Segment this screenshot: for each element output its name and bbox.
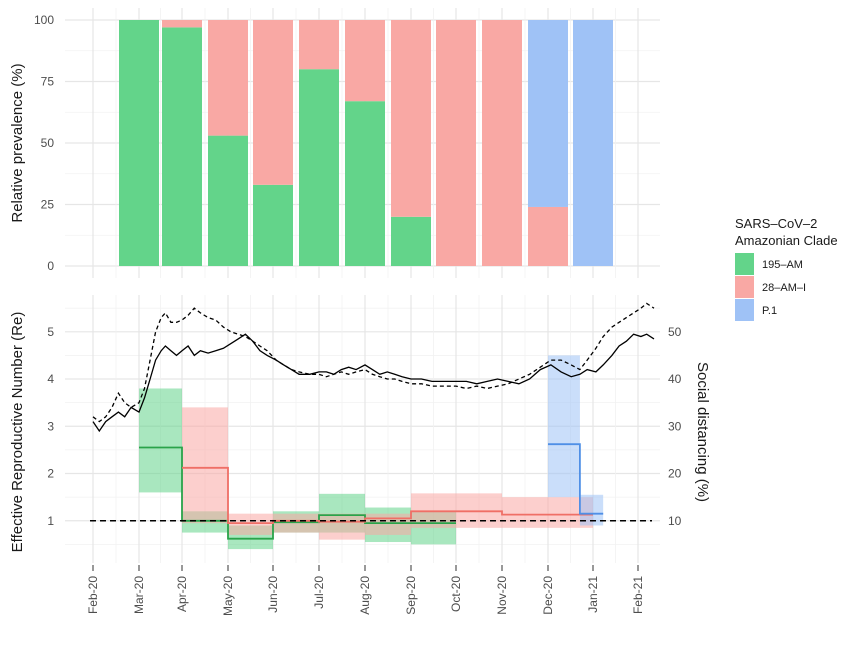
prevalence-bar-segment xyxy=(299,20,339,70)
top-y-tick-label: 100 xyxy=(34,13,54,27)
prevalence-bar-segment xyxy=(345,101,385,267)
re-band xyxy=(273,513,319,533)
bottom-y-tick-label: 1 xyxy=(47,514,54,528)
x-tick-label: Mar-20 xyxy=(132,576,146,614)
legend-title-line2: Amazonian Clade xyxy=(735,233,838,248)
bottom-y-tick-label: 2 xyxy=(47,467,54,481)
legend-title-line1: SARS–CoV–2 xyxy=(735,216,817,231)
top-panel: 0 25 50 75 100 Relative prevalence (%) xyxy=(9,8,660,278)
prevalence-bar-segment xyxy=(253,184,293,266)
prevalence-bar-segment xyxy=(162,27,202,266)
bottom-right-y-tick-label: 30 xyxy=(668,419,682,433)
bottom-y-tick-label: 4 xyxy=(47,372,54,386)
legend: SARS–CoV–2 Amazonian Clade 195–AM 28–AM–… xyxy=(735,216,838,321)
re-band xyxy=(182,407,228,524)
legend-swatch-195-am xyxy=(735,253,754,275)
top-y-tick-label: 25 xyxy=(41,198,55,212)
bottom-left-y-tick-labels: 1 2 3 4 5 xyxy=(47,325,54,528)
top-y-tick-label: 0 xyxy=(47,259,54,273)
bottom-right-y-axis-title: Social distancing (%) xyxy=(694,362,711,502)
bottom-right-y-tick-label: 10 xyxy=(668,514,682,528)
prevalence-bars xyxy=(119,20,613,267)
bottom-y-axis-title: Effective Reproductive Number (Re) xyxy=(9,312,26,553)
bottom-y-tick-label: 5 xyxy=(47,325,54,339)
re-band xyxy=(319,513,365,540)
social-distancing-solid-line xyxy=(92,333,655,433)
prevalence-bar-segment xyxy=(528,20,568,207)
prevalence-bar-segment xyxy=(253,20,293,185)
bottom-right-y-tick-label: 20 xyxy=(668,467,682,481)
re-band xyxy=(139,388,182,493)
x-tick-label: Sep-20 xyxy=(404,576,418,615)
x-tick-label: Feb-20 xyxy=(86,576,100,614)
re-band xyxy=(365,513,411,535)
prevalence-bar-segment xyxy=(162,20,202,28)
bottom-right-y-tick-labels: 10 20 30 40 50 xyxy=(668,325,682,528)
prevalence-bar-segment xyxy=(528,206,568,266)
prevalence-bar-segment xyxy=(208,20,248,136)
re-band xyxy=(228,513,273,535)
prevalence-bar-segment xyxy=(119,20,159,266)
x-tick-label: Nov-20 xyxy=(495,576,509,615)
prevalence-bar-segment xyxy=(482,20,522,266)
prevalence-bar-segment xyxy=(208,135,248,266)
prevalence-bar-segment xyxy=(299,69,339,266)
x-tick-label: Apr-20 xyxy=(175,576,189,612)
x-tick-labels: Feb-20 Mar-20 Apr-20 May-20 Jun-20 Jul-20 Aug-… xyxy=(86,565,645,616)
x-tick-label: Feb-21 xyxy=(631,576,645,614)
re-credible-bands xyxy=(139,355,604,550)
bottom-right-y-tick-label: 50 xyxy=(668,325,682,339)
re-step-line xyxy=(182,466,593,524)
x-tick-label: Jun-20 xyxy=(266,576,280,613)
top-y-tick-label: 75 xyxy=(41,75,55,89)
x-tick-label: Aug-20 xyxy=(358,576,372,615)
legend-swatch-28-am-i xyxy=(735,276,754,298)
x-tick-label: Jan-21 xyxy=(586,576,600,613)
x-tick-label: Dec-20 xyxy=(541,576,555,615)
re-band xyxy=(579,494,604,526)
prevalence-bar-segment xyxy=(391,216,431,266)
top-y-tick-labels: 0 25 50 75 100 xyxy=(34,13,54,273)
x-tick-label: May-20 xyxy=(221,576,235,616)
prevalence-bar-segment xyxy=(573,20,613,266)
prevalence-bar-segment xyxy=(436,20,476,266)
bottom-panel: 1 2 3 4 5 10 20 30 40 50 Feb-20 Mar-20 Apr-20 May-2… xyxy=(9,295,711,616)
x-tick-label: Oct-20 xyxy=(449,576,463,612)
re-band xyxy=(548,355,580,498)
legend-label-p1: P.1 xyxy=(762,305,777,317)
bottom-right-y-tick-label: 40 xyxy=(668,372,682,386)
re-step-line xyxy=(548,443,604,515)
prevalence-bar-segment xyxy=(391,20,431,217)
re-band xyxy=(502,497,593,528)
x-tick-label: Jul-20 xyxy=(312,576,326,609)
top-y-axis-title: Relative prevalence (%) xyxy=(9,63,26,222)
legend-swatch-p1 xyxy=(735,299,754,321)
social-distancing-lines xyxy=(92,302,655,433)
legend-label-28-am-i: 28–AM–I xyxy=(762,282,806,294)
bottom-y-tick-label: 3 xyxy=(47,419,54,433)
legend-label-195-am: 195–AM xyxy=(762,259,803,271)
social-distancing-dashed-line xyxy=(92,302,655,423)
top-y-tick-label: 50 xyxy=(41,136,55,150)
prevalence-bar-segment xyxy=(345,20,385,102)
